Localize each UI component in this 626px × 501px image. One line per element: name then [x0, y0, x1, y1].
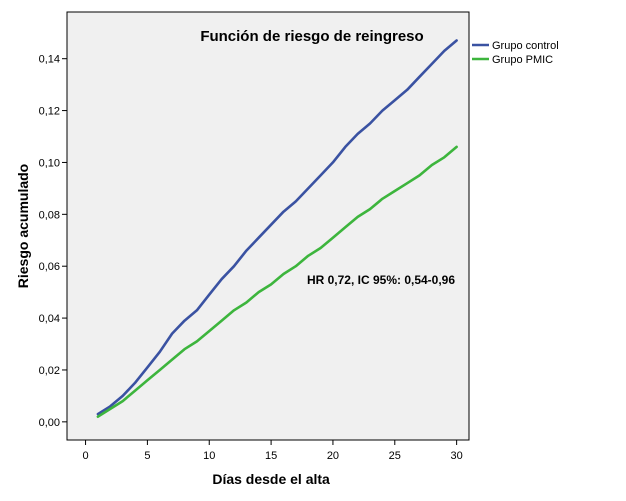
x-tick-label: 20 — [327, 450, 339, 462]
y-axis: 0,00 0,02 0,04 0,06 0,08 0,10 0,12 0,14 — [39, 54, 67, 429]
x-tick-label: 10 — [203, 450, 215, 462]
y-tick-label: 0,04 — [39, 313, 60, 325]
y-axis-title: Riesgo acumulado — [15, 164, 31, 288]
series-line-2 — [96, 145, 458, 419]
series-layer — [96, 39, 458, 419]
x-tick-label: 15 — [265, 450, 277, 462]
y-tick-label: 0,06 — [39, 261, 60, 273]
y-tick-label: 0,00 — [39, 417, 60, 429]
y-tick-label: 0,02 — [39, 365, 60, 377]
x-tick-label: 25 — [389, 450, 401, 462]
plot-area — [66, 11, 470, 441]
legend-label: Grupo PMIC — [492, 54, 553, 66]
x-tick-label: 5 — [144, 450, 150, 462]
y-tick-label: 0,08 — [39, 209, 60, 221]
x-axis: 0 5 10 15 20 25 30 — [82, 440, 463, 462]
x-axis-title: Días desde el alta — [212, 471, 330, 487]
legend-label: Grupo control — [492, 40, 559, 52]
series-line-1 — [96, 39, 458, 416]
hazard-ratio-annotation: HR 0,72, IC 95%: 0,54-0,96 — [307, 273, 455, 287]
legend: Grupo control Grupo PMIC — [472, 40, 559, 66]
y-tick-label: 0,12 — [39, 106, 60, 118]
x-tick-label: 0 — [82, 450, 88, 462]
x-tick-label: 30 — [451, 450, 463, 462]
chart-title: Función de riesgo de reingreso — [200, 28, 423, 45]
y-tick-label: 0,10 — [39, 157, 60, 169]
y-tick-label: 0,14 — [39, 54, 60, 66]
